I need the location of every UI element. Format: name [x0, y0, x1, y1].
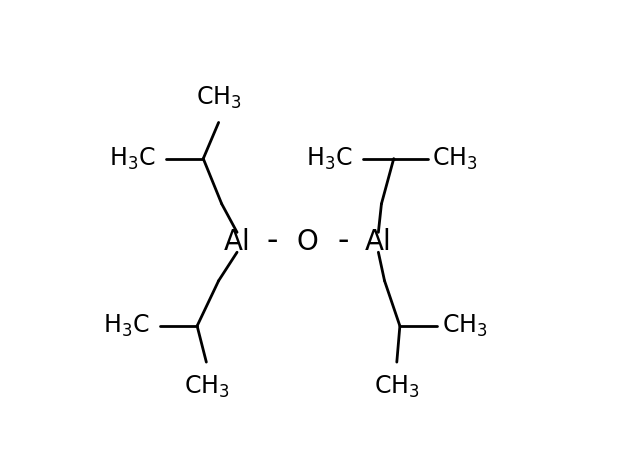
Text: -: -	[337, 226, 349, 257]
Text: O: O	[297, 228, 319, 256]
Text: $\mathrm{CH_3}$: $\mathrm{CH_3}$	[442, 313, 487, 339]
Text: $\mathrm{CH_3}$: $\mathrm{CH_3}$	[374, 374, 420, 400]
Text: $\mathrm{H_3C}$: $\mathrm{H_3C}$	[103, 313, 150, 339]
Text: Al: Al	[365, 228, 392, 256]
Text: $\mathrm{CH_3}$: $\mathrm{CH_3}$	[184, 374, 229, 400]
Text: Al: Al	[224, 228, 250, 256]
Text: -: -	[267, 226, 278, 257]
Text: $\mathrm{CH_3}$: $\mathrm{CH_3}$	[433, 146, 478, 172]
Text: $\mathrm{H_3C}$: $\mathrm{H_3C}$	[306, 146, 353, 172]
Text: $\mathrm{CH_3}$: $\mathrm{CH_3}$	[196, 84, 241, 111]
Text: $\mathrm{H_3C}$: $\mathrm{H_3C}$	[109, 146, 156, 172]
